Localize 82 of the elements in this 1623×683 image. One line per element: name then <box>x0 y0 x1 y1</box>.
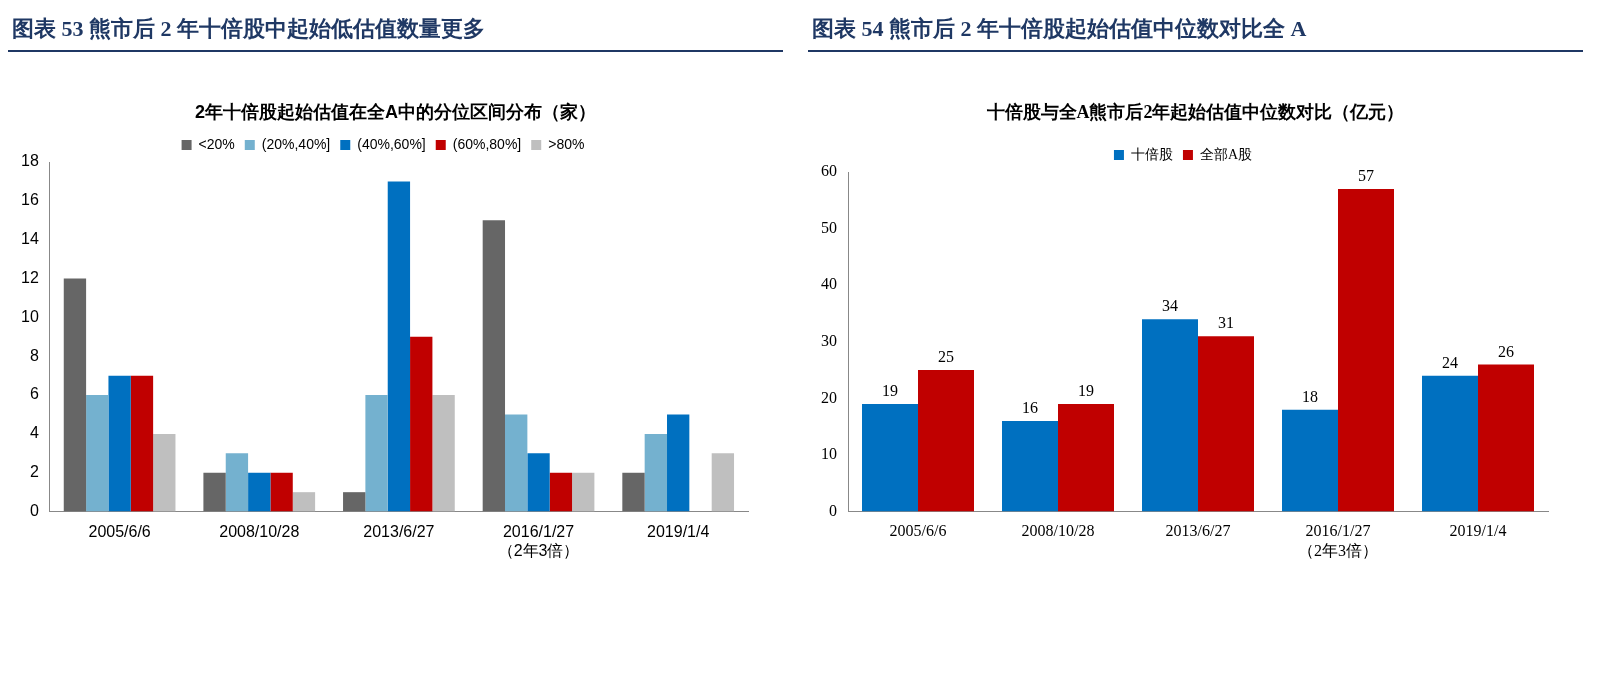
y-tick-label: 20 <box>821 388 837 406</box>
x-tick-label: 2019/1/4 <box>1449 522 1507 540</box>
bar <box>203 472 226 512</box>
y-tick-label: 10 <box>21 307 39 325</box>
bar <box>225 453 249 512</box>
data-label: 25 <box>938 348 954 366</box>
bar <box>667 414 690 512</box>
bar <box>1422 375 1478 512</box>
y-tick-label: 50 <box>821 218 837 236</box>
data-label: 24 <box>1442 353 1458 371</box>
data-label: 31 <box>1218 314 1234 332</box>
chart-subtitle: 2年十倍股起始估值在全A中的分位区间分布（家） <box>194 101 597 124</box>
bar <box>270 472 293 512</box>
bar <box>1478 364 1534 512</box>
x-tick-label: 2008/10/28 <box>1021 522 1095 540</box>
y-tick-label: 4 <box>29 424 39 442</box>
x-tick-label: 2013/6/27 <box>363 522 435 540</box>
legend-label: 十倍股 <box>1130 146 1173 162</box>
bar <box>1198 336 1254 512</box>
y-tick-label: 10 <box>821 445 837 463</box>
chart-title: 图表 53 熊市后 2 年十倍股中起始低估值数量更多 <box>8 8 783 52</box>
x-tick-label: 2008/10/28 <box>219 522 300 540</box>
x-tick-label: 2005/6/6 <box>88 522 151 540</box>
legend-label: 全部A股 <box>1199 146 1253 162</box>
bar <box>292 492 316 512</box>
y-tick-label: 0 <box>29 502 39 520</box>
x-tick-label: 2016/1/27 （2年3倍） <box>497 522 580 559</box>
bar <box>387 181 411 512</box>
x-tick-label: 2019/1/4 <box>647 522 710 540</box>
legend-label: (60%,80%] <box>452 135 522 152</box>
bar <box>343 492 366 512</box>
x-tick-label: 2005/6/6 <box>889 522 947 540</box>
bar <box>365 395 388 512</box>
legend-label: <20% <box>198 135 235 152</box>
bar <box>432 395 455 512</box>
data-label: 34 <box>1162 297 1178 315</box>
bar <box>1002 421 1058 512</box>
bar <box>1058 404 1114 512</box>
x-tick-label: 2013/6/27 <box>1165 522 1231 540</box>
y-tick-label: 2 <box>29 463 39 481</box>
y-tick-label: 30 <box>821 332 837 349</box>
bar <box>918 370 974 512</box>
chart-title: 图表 54 熊市后 2 年十倍股起始估值中位数对比全 A <box>808 8 1583 52</box>
bar <box>410 336 433 512</box>
bar <box>248 472 271 512</box>
data-label: 16 <box>1022 399 1038 417</box>
y-tick-label: 0 <box>829 501 837 519</box>
bar <box>153 433 176 512</box>
y-tick-label: 40 <box>821 275 837 293</box>
y-tick-label: 6 <box>29 385 39 403</box>
bar <box>572 472 595 512</box>
y-tick-label: 16 <box>21 191 39 209</box>
legend-label: >80% <box>548 135 585 152</box>
bar <box>644 433 668 512</box>
bar <box>130 375 154 512</box>
bar <box>1338 188 1394 512</box>
data-label: 19 <box>882 382 898 400</box>
y-tick-label: 18 <box>21 152 39 170</box>
data-label: 19 <box>1078 382 1094 400</box>
legend-label: (20%,40%] <box>261 135 331 152</box>
bar <box>63 278 87 512</box>
data-label: 26 <box>1498 342 1514 360</box>
y-tick-label: 12 <box>21 268 39 286</box>
bar <box>527 453 550 512</box>
data-label: 57 <box>1358 167 1374 185</box>
data-label: 18 <box>1302 387 1318 405</box>
bar <box>482 220 506 512</box>
y-tick-label: 14 <box>21 230 39 248</box>
bar <box>862 404 918 512</box>
bar <box>108 375 131 512</box>
y-tick-label: 60 <box>821 162 837 180</box>
legend-label: (40%,60%] <box>357 135 426 152</box>
bar <box>622 472 645 512</box>
bar <box>549 472 573 512</box>
x-tick-label: 2016/1/27 （2年3倍） <box>1298 522 1378 559</box>
bar <box>711 453 735 512</box>
chart-subtitle: 十倍股与全A熊市后2年起始估值中位数对比（亿元） <box>985 101 1406 124</box>
bar <box>505 414 528 512</box>
bar <box>86 395 109 512</box>
bar <box>1282 409 1338 512</box>
y-tick-label: 8 <box>29 346 39 364</box>
bar <box>1142 319 1198 512</box>
